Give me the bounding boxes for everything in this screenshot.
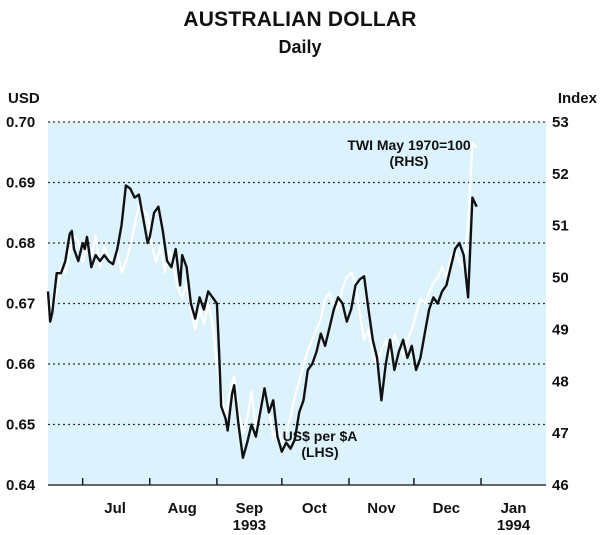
month-label: Nov	[367, 500, 396, 517]
right-axis-unit: Index	[558, 90, 598, 107]
month-label: Jul	[104, 500, 126, 517]
right-tick-label: 52	[552, 166, 569, 183]
grid-lines	[48, 121, 546, 426]
x-axis-labels: Jul Aug Sep Oct Nov Dec Jan 1993 1994	[104, 500, 531, 534]
right-tick-label: 49	[552, 321, 569, 338]
usd-series-line	[46, 184, 478, 459]
right-tick-label: 53	[552, 114, 569, 131]
right-tick-label: 50	[552, 270, 569, 287]
left-tick-label: 0.68	[6, 235, 35, 252]
month-label: Aug	[168, 500, 197, 517]
month-label: Jan	[501, 500, 527, 517]
right-tick-label: 47	[552, 425, 569, 442]
year-label: 1994	[497, 517, 531, 534]
usd-annotation-line1: US$ per $A	[283, 428, 358, 444]
right-tick-label: 48	[552, 373, 569, 390]
y-axis-labels: 0.64 0.65 0.66 0.67 0.68 0.69 0.70 46 47 48 49 50 51…	[6, 114, 569, 494]
left-tick-label: 0.65	[6, 417, 35, 434]
x-axis-ticks	[48, 478, 546, 486]
twi-annotation-line1: TWI May 1970=100	[347, 137, 471, 153]
left-axis-unit: USD	[8, 90, 40, 107]
right-tick-label: 51	[552, 218, 569, 235]
series-lines	[46, 141, 478, 459]
month-label: Oct	[302, 500, 327, 517]
right-tick-label: 46	[552, 477, 569, 494]
month-label: Sep	[236, 500, 264, 517]
left-tick-label: 0.70	[6, 114, 35, 131]
left-tick-label: 0.64	[6, 477, 36, 494]
twi-annotation-line2: (RHS)	[390, 153, 429, 169]
left-tick-label: 0.69	[6, 175, 35, 192]
usd-annotation-line2: (LHS)	[301, 444, 338, 460]
year-label: 1993	[233, 517, 266, 534]
chart-title: AUSTRALIAN DOLLAR	[183, 8, 417, 31]
left-tick-label: 0.67	[6, 296, 35, 313]
left-tick-label: 0.66	[6, 356, 35, 373]
month-label: Dec	[433, 500, 461, 517]
chart-subtitle: Daily	[278, 37, 322, 57]
